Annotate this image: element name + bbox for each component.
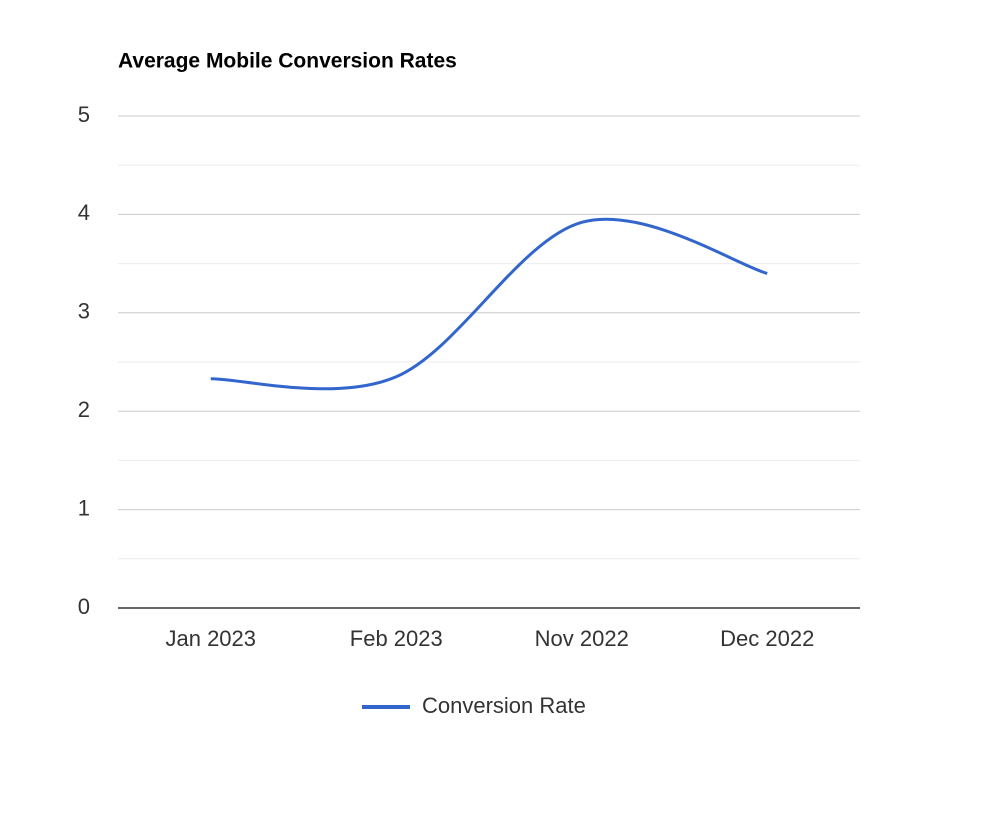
line-series (210, 217, 768, 391)
y-tick-label: 4 (78, 200, 90, 225)
x-tick-label: Jan 2023 (165, 626, 256, 651)
y-tick-label: 1 (78, 495, 90, 520)
x-tick-label: Feb 2023 (350, 626, 443, 651)
y-tick-label: 2 (78, 397, 90, 422)
y-tick-label: 5 (78, 102, 90, 127)
x-tick-label: Dec 2022 (720, 626, 814, 651)
chart-title: Average Mobile Conversion Rates (118, 50, 457, 73)
x-tick-label: Nov 2022 (535, 626, 629, 651)
legend-label: Conversion Rate (422, 693, 586, 718)
y-tick-label: 3 (78, 299, 90, 324)
y-tick-label: 0 (78, 594, 90, 619)
